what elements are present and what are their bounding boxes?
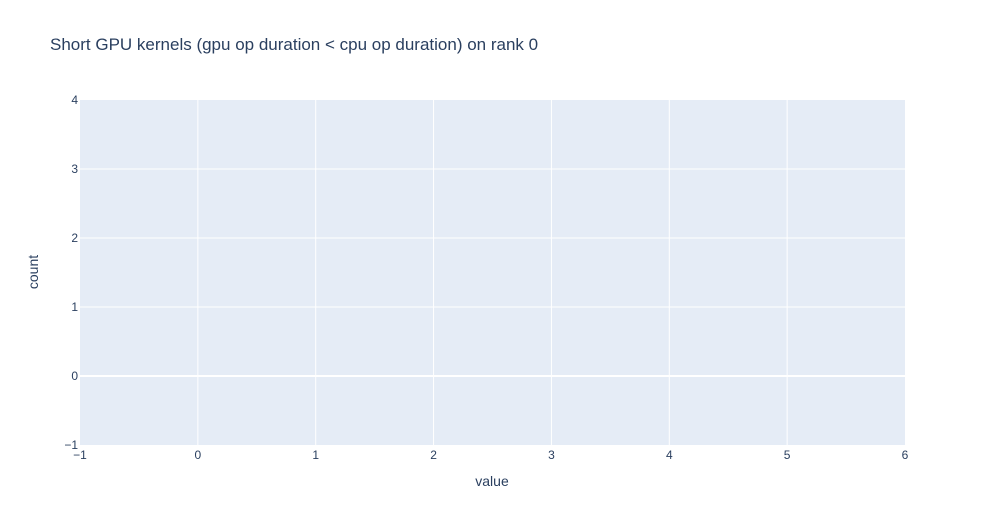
x-tick-label: 2 <box>430 448 437 462</box>
grid-lines <box>80 100 905 445</box>
x-tick-label: 4 <box>666 448 673 462</box>
y-tick-label: 2 <box>71 231 78 245</box>
y-tick-label: −1 <box>64 438 78 452</box>
x-tick-label: 0 <box>195 448 202 462</box>
x-tick-label: 3 <box>548 448 555 462</box>
y-axis-title: count <box>25 255 41 289</box>
chart-title: Short GPU kernels (gpu op duration < cpu… <box>50 35 538 54</box>
x-axis-title: value <box>475 473 509 489</box>
x-tick-label: 1 <box>312 448 319 462</box>
y-tick-label: 0 <box>71 369 78 383</box>
x-tick-label: 5 <box>784 448 791 462</box>
x-tick-label: −1 <box>73 448 87 462</box>
y-tick-label: 3 <box>71 162 78 176</box>
y-axis-ticks: −1 0 1 2 3 4 <box>64 93 78 452</box>
y-tick-label: 4 <box>71 93 78 107</box>
x-tick-label: 6 <box>902 448 909 462</box>
y-tick-label: 1 <box>71 300 78 314</box>
x-axis-ticks: −1 0 1 2 3 4 5 6 <box>73 448 909 462</box>
plot-area[interactable] <box>80 100 905 445</box>
